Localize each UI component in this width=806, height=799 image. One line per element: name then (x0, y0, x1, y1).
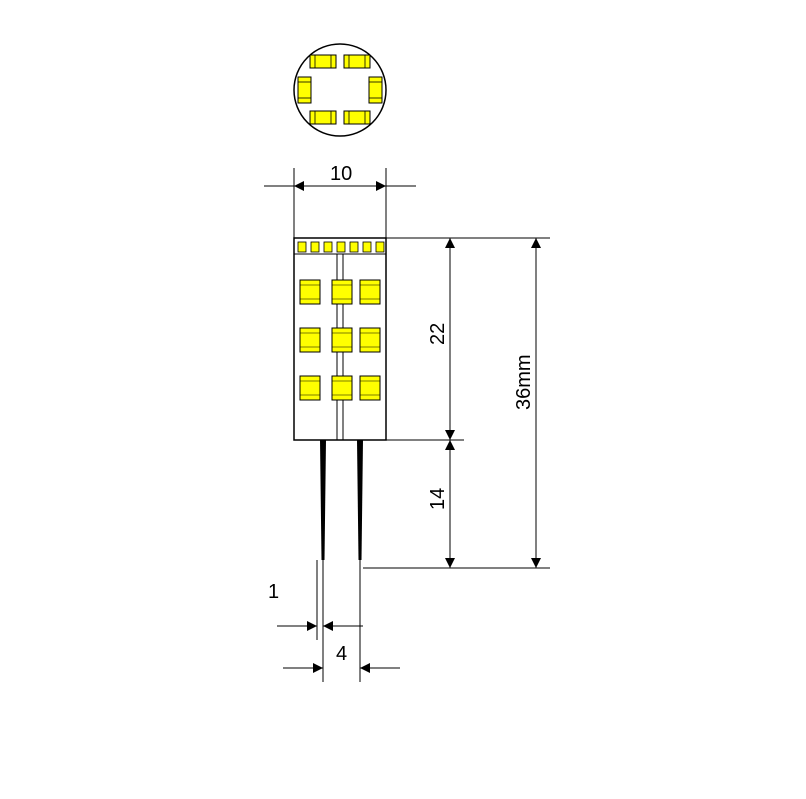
pin (357, 440, 363, 560)
technical-drawing: 10221436mm14 (0, 0, 806, 799)
led-chip-side (360, 328, 380, 352)
led-chip-side (300, 280, 320, 304)
led-chip-top (311, 242, 319, 252)
led-chip (344, 55, 370, 68)
dim-label-22: 22 (427, 323, 449, 345)
dim-label-10: 10 (330, 163, 352, 185)
led-chip-top (324, 242, 332, 252)
led-chip (298, 77, 311, 103)
dim-label-36: 36mm (513, 354, 535, 410)
dim-label-14: 14 (427, 488, 449, 510)
led-chip (310, 55, 336, 68)
led-chip (369, 77, 382, 103)
led-chip-top (363, 242, 371, 252)
led-chip-top (298, 242, 306, 252)
led-chip-top (376, 242, 384, 252)
dim-label-1: 1 (268, 581, 279, 603)
dim-label-4: 4 (336, 643, 347, 665)
led-chip-side (332, 280, 352, 304)
led-chip-side (300, 376, 320, 400)
led-chip (310, 111, 336, 124)
pin (320, 440, 326, 560)
led-chip-top (350, 242, 358, 252)
led-chip-side (300, 328, 320, 352)
led-chip-side (360, 280, 380, 304)
led-chip-side (332, 376, 352, 400)
led-chip (344, 111, 370, 124)
led-chip-side (332, 328, 352, 352)
led-chip-side (360, 376, 380, 400)
led-chip-top (337, 242, 345, 252)
